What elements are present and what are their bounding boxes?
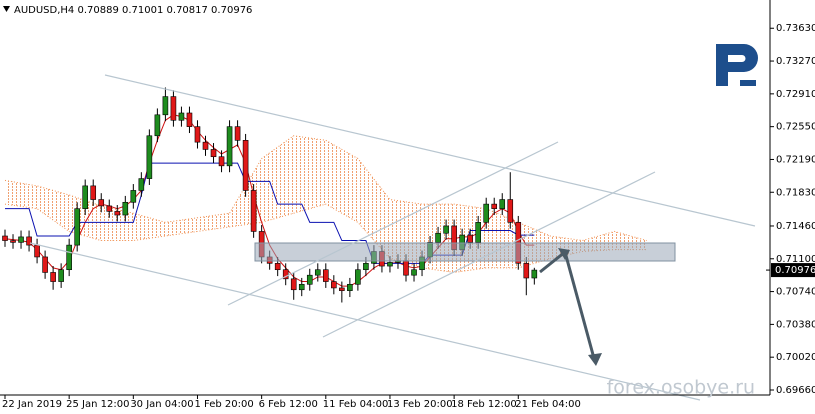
y-tick-label: 0.71830 <box>776 187 815 198</box>
candle-body <box>403 260 409 276</box>
watermark: forex.osobye.ru <box>607 377 755 399</box>
candle-body <box>130 190 137 203</box>
x-tick-label: 21 Feb 04:00 <box>515 399 581 410</box>
candle-body <box>186 112 193 127</box>
title-marker <box>3 6 10 12</box>
candle-body <box>363 263 369 271</box>
candle-body <box>138 178 145 191</box>
candle-body <box>411 269 417 276</box>
candle-body <box>66 244 72 271</box>
candle-body <box>290 278 297 291</box>
candle-body <box>331 281 337 289</box>
candle-body <box>443 225 449 234</box>
candle-body <box>282 269 289 280</box>
y-tick-label: 0.71100 <box>776 254 815 265</box>
candle-body <box>523 263 530 279</box>
y-tick-label: 0.70020 <box>776 352 815 363</box>
candle-body <box>242 140 249 191</box>
logo <box>716 44 758 86</box>
y-tick-label: 0.70380 <box>776 319 815 330</box>
candle-body <box>90 185 97 200</box>
y-tick-label: 0.72550 <box>776 122 815 133</box>
x-tick-label: 25 Jan 12:00 <box>66 399 129 410</box>
annotations <box>29 44 758 401</box>
candle-body <box>106 205 113 212</box>
candle-body <box>483 203 490 223</box>
x-tick-label: 30 Jan 04:00 <box>130 399 193 410</box>
candle-body <box>42 256 48 273</box>
candle-body <box>146 135 153 179</box>
candle-body <box>226 126 233 167</box>
x-tick-label: 18 Feb 12:00 <box>451 399 517 410</box>
trend-line <box>227 141 559 306</box>
candle-body <box>82 185 88 209</box>
y-tick-label: 0.72910 <box>776 89 815 100</box>
candle-body <box>74 208 80 246</box>
candle-body <box>114 211 121 216</box>
candle-body <box>298 283 305 291</box>
candle-body <box>250 190 257 232</box>
x-tick-label: 1 Feb 20:00 <box>194 399 253 410</box>
candle-body <box>18 236 24 243</box>
cloud-span <box>4 203 647 273</box>
candle-body <box>274 263 281 271</box>
y-tick-label: 0.71460 <box>776 221 815 232</box>
x-tick-label: 22 Jan 2019 <box>2 399 62 410</box>
candle-body <box>339 287 345 291</box>
candle-body <box>58 269 64 282</box>
candle-body <box>34 244 40 258</box>
candle-body <box>467 234 473 243</box>
candle-body <box>218 156 225 167</box>
candle-body <box>210 149 217 158</box>
candle-body <box>322 269 329 282</box>
candle-body <box>154 114 161 137</box>
candle-body <box>355 269 361 285</box>
candle-body <box>194 126 201 143</box>
candle-body <box>98 199 105 207</box>
y-tick-label: 0.70740 <box>776 287 815 298</box>
trend-line <box>104 74 756 227</box>
candle-body <box>314 269 321 276</box>
candle-body <box>26 236 32 246</box>
x-tick-label: 11 Feb 04:00 <box>323 399 389 410</box>
arrow-head <box>588 353 602 366</box>
last-price-box <box>771 263 815 278</box>
y-tick-label: 0.69660 <box>776 385 815 396</box>
candle-body <box>306 274 313 285</box>
candle-body <box>178 112 185 121</box>
trend-line <box>322 171 656 338</box>
candle-body <box>531 269 538 279</box>
candle-body <box>435 232 441 243</box>
candle-body <box>10 240 16 243</box>
candle-body <box>499 199 506 209</box>
candle-body <box>2 235 8 241</box>
last-price-label: 0.70976 <box>775 265 815 276</box>
candle-body <box>170 96 177 121</box>
candle-body <box>234 126 241 141</box>
cloud-span <box>4 135 647 242</box>
y-tick-label: 0.73630 <box>776 23 815 34</box>
candle-body <box>475 222 481 243</box>
y-tick-label: 0.72190 <box>776 154 815 165</box>
x-tick-label: 13 Feb 20:00 <box>387 399 453 410</box>
candle-body <box>202 141 209 150</box>
support-zone <box>254 242 676 262</box>
candle-body <box>122 201 129 216</box>
arrow-head <box>558 248 570 260</box>
candle-body <box>347 283 353 291</box>
candle-body <box>162 96 169 116</box>
x-tick-label: 6 Feb 12:00 <box>259 399 318 410</box>
y-tick-label: 0.73270 <box>776 56 815 67</box>
chart-title: AUDUSD,H4 0.70889 0.71001 0.70817 0.7097… <box>14 5 252 16</box>
candle-body <box>491 203 498 209</box>
candle-body <box>387 262 393 267</box>
trend-line <box>29 242 701 401</box>
candle-body <box>507 199 514 223</box>
candle-body <box>50 272 56 282</box>
